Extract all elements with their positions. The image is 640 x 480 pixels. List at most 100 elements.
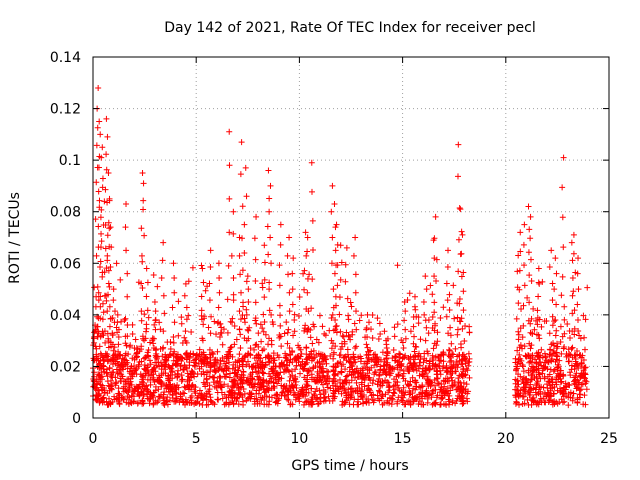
data-point [347, 299, 354, 306]
data-point [547, 346, 554, 353]
data-point [289, 286, 296, 293]
data-point [146, 357, 153, 364]
data-point [196, 400, 203, 407]
data-point [332, 326, 339, 333]
data-point [364, 344, 371, 351]
data-point [292, 396, 299, 403]
data-point [402, 377, 409, 384]
data-point [268, 260, 275, 267]
data-point [122, 224, 129, 231]
data-point [261, 242, 268, 249]
data-point [421, 350, 428, 357]
data-point [359, 365, 366, 372]
data-point [348, 303, 355, 310]
data-point [347, 355, 354, 362]
data-point [433, 394, 440, 401]
data-point [124, 333, 131, 340]
y-tick-label: 0.02 [50, 359, 81, 375]
data-point [308, 188, 315, 195]
data-point [104, 308, 111, 315]
data-point [142, 335, 149, 342]
data-point [371, 358, 378, 365]
data-point [207, 263, 214, 270]
data-point [108, 244, 115, 251]
data-point [348, 371, 355, 378]
data-point [189, 368, 196, 375]
data-point [319, 361, 326, 368]
data-point [231, 341, 238, 348]
data-point [120, 388, 127, 395]
data-point [158, 381, 165, 388]
data-point [394, 379, 401, 386]
data-point [337, 242, 344, 249]
y-tick-label: 0.04 [50, 308, 81, 324]
data-point [532, 317, 539, 324]
data-point [342, 261, 349, 268]
data-point [218, 324, 225, 331]
data-point [113, 356, 120, 363]
data-point [581, 334, 588, 341]
data-point [332, 317, 339, 324]
data-point [101, 328, 108, 335]
data-point [539, 367, 546, 374]
data-point [419, 373, 426, 380]
data-point [553, 374, 560, 381]
data-point [333, 221, 340, 228]
data-point [192, 384, 199, 391]
data-point [551, 286, 558, 293]
data-point [183, 304, 190, 311]
data-point [446, 359, 453, 366]
data-point [363, 326, 370, 333]
data-point [123, 361, 130, 368]
data-point [575, 255, 582, 262]
data-point [203, 369, 210, 376]
data-point [214, 378, 221, 385]
data-point [332, 343, 339, 350]
data-point [527, 256, 534, 263]
plot-frame [92, 56, 610, 419]
data-point [571, 325, 578, 332]
data-point [206, 297, 213, 304]
data-point [381, 328, 388, 335]
data-point [530, 394, 537, 401]
data-point [279, 389, 286, 396]
data-point [531, 326, 538, 333]
data-point [257, 355, 264, 362]
data-point [254, 381, 261, 388]
data-point [387, 370, 394, 377]
data-point [141, 385, 148, 392]
data-point [284, 388, 291, 395]
data-point [144, 386, 151, 393]
data-point [528, 277, 535, 284]
data-point [328, 260, 335, 267]
data-point [255, 364, 262, 371]
data-point [261, 276, 268, 283]
data-point [542, 364, 549, 371]
data-point [343, 244, 350, 251]
data-point [393, 373, 400, 380]
data-point [97, 131, 104, 138]
data-point [395, 384, 402, 391]
data-point [188, 374, 195, 381]
data-point [316, 387, 323, 394]
data-point [289, 359, 296, 366]
data-point [352, 289, 359, 296]
data-point [154, 283, 161, 290]
data-point [233, 336, 240, 343]
data-point [120, 356, 127, 363]
data-point [237, 316, 244, 323]
data-point [185, 373, 192, 380]
data-point [552, 317, 559, 324]
data-point [183, 398, 190, 405]
data-point [397, 351, 404, 358]
data-point [174, 382, 181, 389]
data-point [460, 288, 467, 295]
data-point [109, 330, 116, 337]
data-point [523, 379, 530, 386]
data-point [215, 319, 222, 326]
data-point [268, 311, 275, 318]
data-point [549, 280, 556, 287]
data-point [457, 318, 464, 325]
data-point [117, 375, 124, 382]
